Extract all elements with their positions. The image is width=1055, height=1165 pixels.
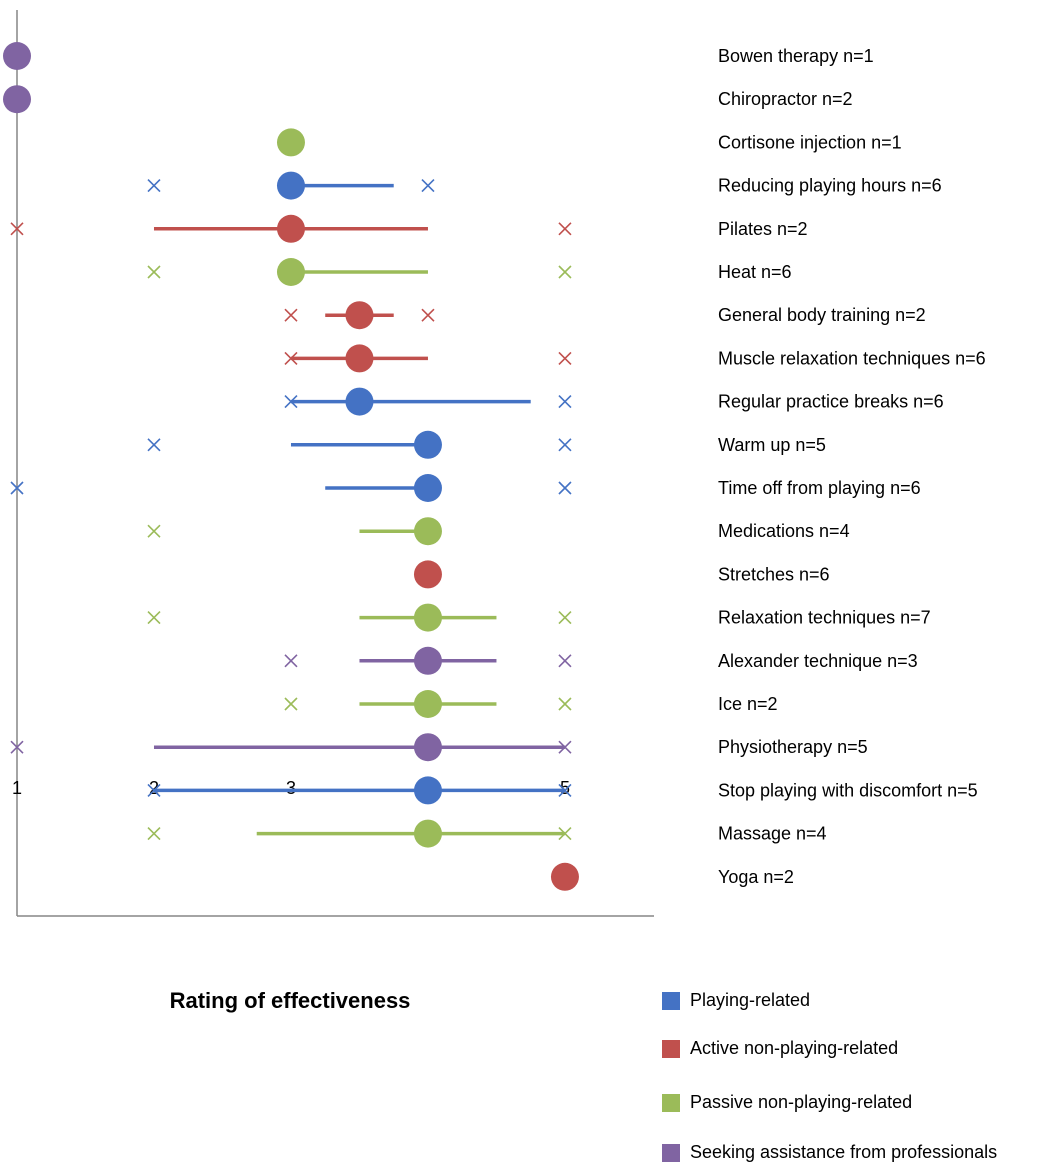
range-marker — [558, 265, 572, 279]
row-label: Yoga n=2 — [718, 867, 794, 887]
row-label: Ice n=2 — [718, 694, 778, 714]
row-label: Chiropractor n=2 — [718, 89, 853, 109]
median-point — [413, 474, 442, 502]
range-marker — [558, 395, 572, 409]
row-label: Pilates n=2 — [718, 219, 808, 239]
range-marker — [558, 611, 572, 625]
row-label: Cortisone injection n=1 — [718, 132, 902, 152]
range-marker — [147, 179, 161, 193]
range-marker — [558, 697, 572, 711]
median-point — [413, 430, 442, 459]
row-label: Relaxation techniques n=7 — [718, 608, 931, 628]
median-point — [345, 387, 374, 416]
x-axis-title: Rating of effectiveness — [169, 988, 411, 1013]
range-marker — [284, 697, 298, 711]
median-point — [276, 128, 305, 157]
range-marker — [284, 351, 298, 365]
row-label: Heat n=6 — [718, 262, 792, 282]
range-marker — [10, 222, 24, 236]
range-marker — [558, 654, 572, 668]
range-marker — [147, 524, 161, 538]
range-marker — [147, 611, 161, 625]
range-marker — [558, 222, 572, 236]
legend-label: Playing-related — [690, 990, 811, 1010]
range-marker — [558, 783, 572, 797]
median-point — [413, 560, 442, 589]
x-tick-label: 1 — [12, 778, 22, 798]
median-point — [413, 776, 442, 805]
range-marker — [284, 654, 298, 668]
row-label: Reducing playing hours n=6 — [718, 176, 942, 196]
range-marker — [147, 438, 161, 452]
legend-swatch — [662, 1040, 680, 1058]
median-point — [345, 344, 374, 373]
range-marker — [421, 179, 435, 193]
range-marker — [10, 740, 24, 754]
row-label: General body training n=2 — [718, 305, 926, 325]
range-marker — [10, 481, 24, 495]
median-point — [3, 42, 31, 70]
median-point — [413, 819, 442, 848]
legend-swatch — [662, 1144, 680, 1162]
range-marker — [147, 827, 161, 841]
range-marker — [558, 827, 572, 841]
median-point — [550, 862, 579, 891]
x-tick-label: 2 — [149, 778, 159, 798]
row-label: Regular practice breaks n=6 — [718, 392, 944, 412]
median-point — [413, 690, 442, 718]
range-marker — [147, 265, 161, 279]
row-label: Massage n=4 — [718, 824, 827, 844]
row-label: Stretches n=6 — [718, 564, 830, 584]
median-point — [413, 603, 442, 632]
median-point — [413, 733, 442, 762]
x-tick-label: 3 — [286, 778, 296, 798]
legend-label: Passive non-playing-related — [690, 1092, 913, 1112]
row-label: Bowen therapy n=1 — [718, 46, 874, 66]
range-marker — [284, 395, 298, 409]
range-marker — [147, 783, 161, 797]
legend-swatch — [662, 992, 680, 1010]
median-point — [276, 258, 305, 286]
median-point — [3, 85, 31, 114]
median-point — [413, 646, 442, 675]
range-marker — [558, 438, 572, 452]
range-marker — [558, 481, 572, 495]
legend-swatch — [662, 1094, 680, 1112]
row-label: Stop playing with discomfort n=5 — [718, 780, 978, 800]
median-point — [276, 214, 305, 243]
median-point — [345, 301, 374, 330]
range-marker — [284, 308, 298, 322]
row-label: Muscle relaxation techniques n=6 — [718, 348, 986, 368]
row-label: Alexander technique n=3 — [718, 651, 918, 671]
range-marker — [421, 308, 435, 322]
legend-label: Seeking assistance from professionals — [690, 1142, 998, 1162]
range-marker — [558, 351, 572, 365]
x-tick-label: 5 — [560, 778, 570, 798]
legend-label: Active non-playing-related — [690, 1038, 899, 1058]
range-marker — [558, 740, 572, 754]
row-label: Physiotherapy n=5 — [718, 737, 868, 757]
row-label: Warm up n=5 — [718, 435, 826, 455]
median-point — [413, 517, 442, 546]
row-label: Medications n=4 — [718, 521, 850, 541]
median-point — [276, 171, 305, 200]
row-label: Time off from playing n=6 — [718, 478, 921, 498]
